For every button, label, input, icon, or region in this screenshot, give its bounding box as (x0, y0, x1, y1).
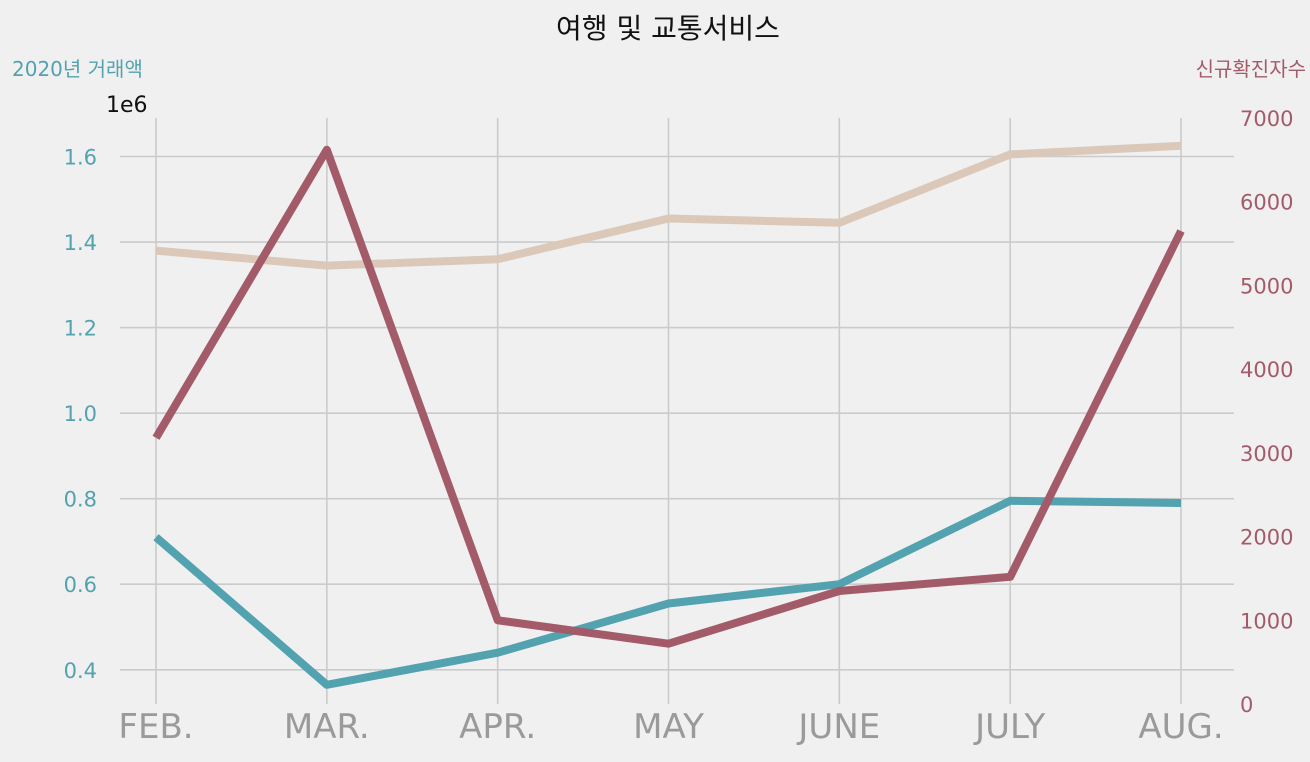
chart-title: 여행 및 교통서비스 (556, 12, 780, 45)
y-left-tick-label: 1.2 (64, 317, 97, 341)
right-axis-title: 신규확진자수 (1196, 57, 1306, 81)
x-tick-label: AUG. (1138, 707, 1223, 747)
y-right-tick-label: 4000 (1240, 358, 1293, 382)
y-left-tick-label: 0.4 (64, 659, 97, 683)
left-axis-offset-label: 1e6 (106, 93, 148, 118)
y-right-tick-label: 1000 (1240, 609, 1293, 633)
grid (120, 118, 1234, 704)
x-tick-label: MAY (633, 707, 704, 747)
y-right-tick-label: 6000 (1240, 191, 1293, 215)
y-right-tick-label: 5000 (1240, 274, 1293, 298)
x-tick-label: APR. (459, 707, 536, 747)
tick-labels: 0.4 0.6 0.8 1.0 1.2 1.4 1.6 0 1000 2000 3000 4000 50… (64, 107, 1294, 747)
y-right-tick-label: 3000 (1240, 442, 1293, 466)
left-axis-title: 2020년 거래액 (12, 57, 143, 81)
x-tick-label: FEB. (118, 707, 193, 747)
y-right-tick-label: 7000 (1240, 107, 1293, 131)
x-tick-label: JULY (973, 707, 1045, 747)
x-tick-label: MAR. (284, 707, 370, 747)
y-left-tick-label: 0.6 (64, 573, 97, 597)
y-left-tick-label: 1.6 (64, 145, 97, 169)
x-tick-label: JUNE (796, 707, 880, 747)
y-right-tick-label: 2000 (1240, 526, 1293, 550)
y-left-tick-label: 1.4 (64, 231, 97, 255)
series-lines (152, 141, 1185, 689)
y-right-tick-label: 0 (1240, 693, 1253, 717)
y-left-tick-label: 0.8 (64, 488, 97, 512)
y-left-tick-label: 1.0 (64, 402, 97, 426)
